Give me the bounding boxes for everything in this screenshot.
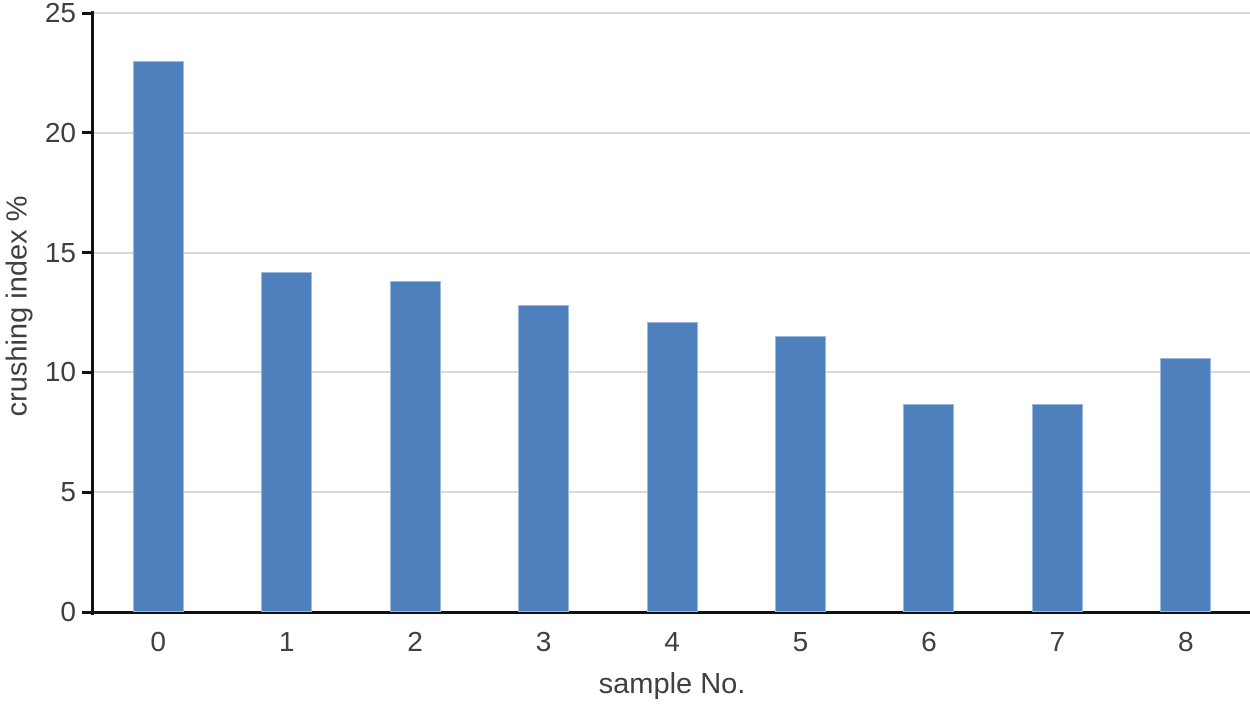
y-axis-line (91, 11, 94, 615)
x-tick-label: 5 (792, 626, 809, 657)
y-tick-label: 25 (44, 0, 76, 28)
x-tick-label: 2 (407, 626, 423, 657)
gridline (94, 12, 1250, 14)
bar (261, 271, 313, 612)
y-tick-mark (82, 370, 91, 374)
x-tick-label: 3 (535, 626, 552, 657)
bar (1160, 358, 1212, 612)
y-tick-label: 5 (60, 476, 76, 508)
bar (518, 305, 570, 612)
x-axis-title: sample No. (598, 668, 746, 700)
x-tick-label: 6 (921, 626, 937, 657)
y-tick-mark (82, 490, 91, 494)
bar (903, 403, 955, 612)
gridline (94, 251, 1250, 254)
bar (389, 281, 441, 612)
x-tick-label: 1 (278, 626, 295, 657)
y-tick-label: 10 (44, 356, 76, 388)
y-tick-label: 0 (60, 596, 76, 627)
y-tick-mark (82, 131, 91, 135)
y-tick-mark (82, 251, 91, 255)
x-tick-label: 7 (1049, 626, 1066, 657)
x-tick-label: 8 (1177, 626, 1194, 657)
bar (1031, 403, 1083, 612)
gridline (94, 131, 1250, 134)
y-tick-label: 15 (44, 236, 76, 268)
bar (774, 336, 826, 612)
x-tick-label: 0 (150, 626, 166, 657)
x-tick-label: 4 (664, 626, 680, 657)
y-tick-label: 20 (44, 116, 76, 148)
x-axis-line (82, 611, 1250, 614)
y-tick-mark (82, 11, 91, 15)
bar (646, 322, 698, 612)
bar (132, 60, 184, 612)
